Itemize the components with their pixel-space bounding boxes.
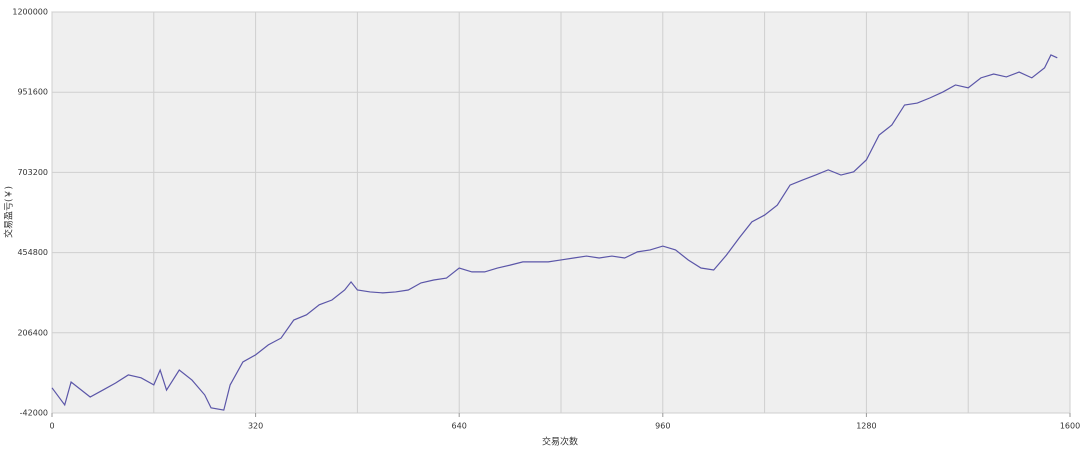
x-tick-label: 1280 bbox=[856, 422, 876, 431]
x-tick-label: 0 bbox=[49, 422, 54, 431]
x-tick-label: 1600 bbox=[1060, 422, 1080, 431]
y-tick-label: 454800 bbox=[17, 248, 48, 257]
y-tick-label: 703200 bbox=[17, 168, 48, 177]
data-line bbox=[51, 54, 1058, 411]
y-axis-title: 交易盈亏(￥) bbox=[3, 186, 15, 238]
y-tick-label: -42000 bbox=[20, 409, 48, 418]
y-tick-label: 206400 bbox=[17, 328, 48, 337]
x-axis-title: 交易次数 bbox=[542, 436, 578, 448]
y-tick-label: 951600 bbox=[17, 88, 48, 97]
x-tick-label: 640 bbox=[452, 422, 467, 431]
x-tick-label: 320 bbox=[248, 422, 263, 431]
y-tick-label: 1200000 bbox=[12, 8, 48, 17]
x-tick-label: 960 bbox=[655, 422, 670, 431]
